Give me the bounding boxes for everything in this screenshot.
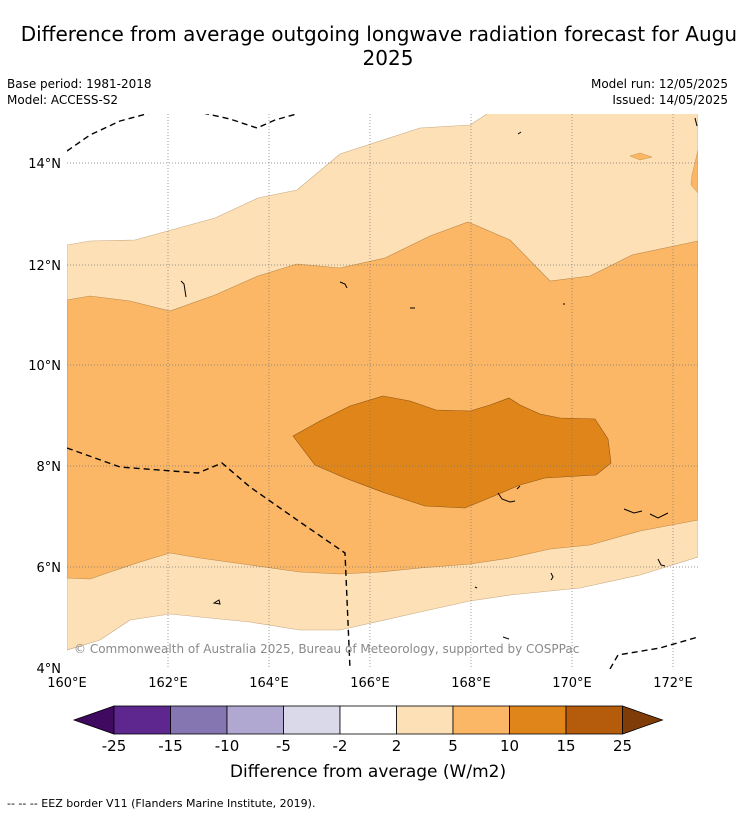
- colorbar-segment: [452, 705, 510, 735]
- lat-label: 10°N: [28, 359, 61, 374]
- lon-label: 170°E: [552, 676, 592, 691]
- chart-title: Difference from average outgoing longwav…: [20, 22, 736, 70]
- colorbar-segment: [113, 705, 171, 735]
- lon-label: 164°E: [249, 676, 289, 691]
- colorbar-title: Difference from average (W/m2): [229, 762, 507, 782]
- copyright-text: © Commonwealth of Australia 2025, Bureau…: [74, 642, 579, 656]
- lon-labels: 160°E 162°E 164°E 166°E 168°E 170°E 172°…: [47, 676, 693, 691]
- colorbar-segment: [509, 705, 567, 735]
- islands: [180, 117, 698, 640]
- colorbar-segment: [396, 705, 454, 735]
- meta-right: Model run: 12/05/2025 Issued: 14/05/2025: [591, 76, 728, 108]
- lat-label: 12°N: [28, 259, 61, 274]
- colorbar-tick-label: 25: [613, 737, 632, 755]
- colorbar-tick-label: 2: [392, 737, 402, 755]
- model-name: Model: ACCESS-S2: [7, 93, 119, 107]
- colorbar-segment: [226, 705, 284, 735]
- colorbar-tick-label: -15: [158, 737, 183, 755]
- colorbar-extend-low: [72, 705, 115, 735]
- lon-label: 160°E: [47, 676, 87, 691]
- colorbar-segment: [170, 705, 228, 735]
- colorbar-segment: [565, 705, 623, 735]
- colorbar-tick-label: -2: [333, 737, 348, 755]
- lat-label: 8°N: [37, 460, 62, 475]
- colorbar-tick-label: 15: [556, 737, 575, 755]
- colorbar-segment: [283, 705, 341, 735]
- lon-label: 172°E: [653, 676, 693, 691]
- lon-label: 168°E: [451, 676, 491, 691]
- lat-label: 6°N: [37, 561, 62, 576]
- lat-label: 14°N: [28, 157, 61, 172]
- colorbar-tick-label: 5: [448, 737, 458, 755]
- colorbar-tick-label: -25: [102, 737, 127, 755]
- colorbar-tick-label: -10: [215, 737, 240, 755]
- anomaly-band-10-15: [292, 395, 612, 509]
- base-period: Base period: 1981-2018: [7, 77, 152, 91]
- colorbar-tick-label: 10: [500, 737, 519, 755]
- meta-left: Base period: 1981-2018 Model: ACCESS-S2: [7, 76, 152, 108]
- lat-labels: 14°N 12°N 10°N 8°N 6°N 4°N: [28, 157, 61, 677]
- map-area: © Commonwealth of Australia 2025, Bureau…: [67, 114, 698, 669]
- model-run: Model run: 12/05/2025: [590, 77, 728, 91]
- colorbar: -25 -15 -10 -5 -2 2 5 10 15 25: [72, 705, 664, 755]
- eez-border: [67, 114, 698, 669]
- issued-date: Issued: 14/05/2025: [612, 93, 728, 107]
- eez-legend-note: -- -- -- EEZ border V11 (Flanders Marine…: [7, 797, 316, 810]
- lon-label: 166°E: [350, 676, 390, 691]
- colorbar-extend-high: [622, 705, 664, 735]
- colorbar-segment: [339, 705, 397, 735]
- gridlines: [67, 114, 698, 669]
- lat-label: 4°N: [37, 662, 62, 677]
- anomaly-patch: [629, 152, 653, 161]
- lon-label: 162°E: [148, 676, 188, 691]
- colorbar-tick-label: -5: [276, 737, 291, 755]
- anomaly-patch: [690, 149, 698, 194]
